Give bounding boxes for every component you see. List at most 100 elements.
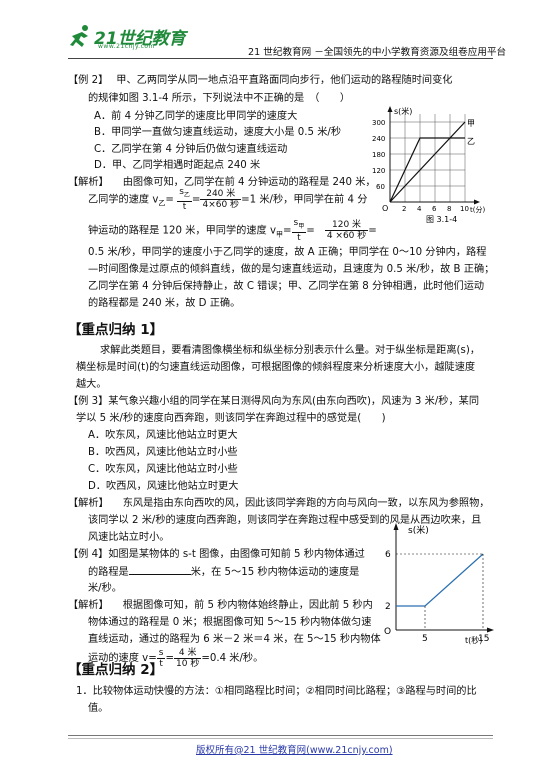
ex3-option-b: B．吹西风，风速比他站立时小些 <box>88 447 238 458</box>
footer-rule <box>68 735 493 736</box>
ex4-label: 【例 4】 <box>68 549 109 560</box>
ex3-a2: 该同学以 2 米/秒的速度向西奔跑，则该同学在奔跑过程中感受到的风是从西边吹来，… <box>88 515 482 526</box>
fig1-ytick-120: 120 <box>372 167 385 175</box>
fig1-xtick-8: 8 <box>447 205 451 213</box>
ex3-option-d: D．吹西风，风速比他站立时更大 <box>88 481 239 492</box>
fig1-label-yi: 乙 <box>467 137 475 146</box>
fig1-xtick-10: 10 <box>460 205 469 213</box>
ex2-f3d: t <box>297 232 301 243</box>
sec1-p2: 横坐标是时间(t)的匀速直线运动图像，可根据图像的倾斜程度来分析速度大小，越陡速… <box>76 362 476 373</box>
ex4-stem1: 如图是某物体的 s-t 图像，由图像可知前 5 秒内物体通过 <box>108 549 365 560</box>
fig1-xtick-2: 2 <box>402 205 406 213</box>
ex2-stem1: 甲、乙两同学从同一地点沿平直路面同向步行，他们运动的路程随时间变化 <box>116 75 453 86</box>
ex2-a2-sub: 乙 <box>158 199 166 208</box>
ex4-a2: 物体通过的路程是 0 米；根据图像可知 5～15 秒内物体做匀速 <box>88 617 372 628</box>
logo-text: 21世纪教育 <box>94 29 186 49</box>
fig2-origin: O <box>384 627 391 637</box>
ex2-option-a: A．前 4 分钟乙同学的速度比甲同学的速度大 <box>94 111 298 122</box>
footer-rule-2 <box>68 738 493 739</box>
ex4-f1d: t <box>159 658 163 669</box>
fig2-y-arrow-icon <box>393 523 399 530</box>
ex2-analysis-label: 【解析】 <box>68 177 109 188</box>
sec2-title: 【重点归纳 2】 <box>68 662 164 678</box>
ex4-f1n: s <box>156 647 166 659</box>
fig2-x-arrow-icon <box>487 627 494 633</box>
ex2-a3-pre: 钟运动的路程是 120 米，甲同学的速度 v <box>88 225 276 237</box>
sec1-p3: 越大。 <box>76 379 107 390</box>
ex4-stem2-pre: 的路程是 <box>88 567 129 578</box>
ex4-f2d: 10 秒 <box>176 658 200 669</box>
fig1-origin: O <box>382 204 388 213</box>
footer-copyright-link[interactable]: 版权所有@21 世纪教育网(www.21cnjy.com) <box>196 745 393 756</box>
ex2-analysis-line1: 【解析】 由图像可知，乙同学在前 4 分钟运动的路程是 240 米， <box>68 175 376 191</box>
fig1-xlabel: t(分) <box>470 205 485 214</box>
ex2-f2n: 240 米 <box>200 189 242 200</box>
ex2-option-b: B．甲同学一直做匀速直线运动，速度大小是 0.5 米/秒 <box>94 127 342 138</box>
fig2-ytick-2: 2 <box>385 602 391 612</box>
ex4-frac2: 4 米 10 秒 <box>174 648 202 669</box>
ex4-analysis-line1: 【解析】 根据图像可知，前 5 秒内物体始终静止，因此前 5 秒内 <box>68 598 373 614</box>
sec1-p1: 求解此类题目，要看清图像横坐标和纵坐标分别表示什么量。对于纵坐标是距离(s)， <box>100 345 481 356</box>
ex3-option-a: A．吹东风，风速比他站立时更大 <box>88 430 238 441</box>
ex2-f1n: s <box>179 187 184 197</box>
ex4-a4-post: =0.4 米/秒。 <box>201 653 264 664</box>
fig1-ylabel: s(米) <box>394 106 412 116</box>
ex3-analysis-line1: 【解析】 东风是指由东向西吹的风，因此该同学奔跑的方向与风向一致，以东风为参照物， <box>68 496 490 512</box>
ex3-analysis-label: 【解析】 <box>68 498 109 509</box>
ex3-stem1: 某气象兴趣小组的同学在某日测得风向为东风(由东向西吹)，风速为 3 米/秒，某同 <box>108 396 480 407</box>
ex2-option-d: D．甲、乙同学相遇时距起点 240 米 <box>94 160 261 171</box>
ex2-f1d: t <box>182 201 187 212</box>
ex3-a3: 风速比站立时小。 <box>88 532 170 543</box>
fig1-ytick-300: 300 <box>372 119 385 127</box>
ex2-a2-post: =1 米/秒，甲同学在前 4 分 <box>241 194 368 206</box>
fig1-grid <box>390 114 466 202</box>
ex4-analysis-line4: 运动的速度 v= s t = 4 米 10 秒 =0.4 米/秒。 <box>88 647 264 669</box>
fig2-xtick-15: 15 <box>478 634 489 644</box>
ex4-stem3: 米/秒。 <box>88 583 122 594</box>
figure-3-1-4: s(米) 300 240 180 120 60 O 2 4 6 8 10 t(分… <box>372 106 485 224</box>
sec2-p1: 1．比较物体运动快慢的方法：①相同路程比时间；②相同时间比路程；③路程与时间的比 <box>76 686 477 697</box>
fig2-ytick-6: 6 <box>385 550 391 560</box>
ex4-f2n: 4 米 <box>174 648 202 659</box>
fig1-y-arrow-icon <box>387 106 393 112</box>
ex2-f3n: s <box>293 218 299 228</box>
ex2-a4: 0.5 米/秒，甲同学的速度小于乙同学的速度，故 A 正确；甲同学在 0～10 … <box>88 247 487 258</box>
fig1-xtick-4: 4 <box>417 205 422 213</box>
fig1-ytick-60: 60 <box>376 183 385 191</box>
fig1-ytick-240: 240 <box>372 135 385 143</box>
fig1-x-arrow-icon <box>474 199 480 205</box>
fig1-line-yi <box>389 137 465 203</box>
ex3-option-c: C．吹东风，风速比他站立时小些 <box>88 464 238 475</box>
logo-subtext: www.21cnjy.com <box>98 43 155 50</box>
ex4-a4-pre: 运动的速度 v= <box>88 653 157 664</box>
runner-logo-icon <box>70 25 88 47</box>
fig1-xtick-6: 6 <box>432 205 437 213</box>
ex2-a2-pre: 乙同学的速度 v <box>88 194 159 206</box>
ex2-a1: 由图像可知，乙同学在前 4 分钟运动的路程是 240 米， <box>122 177 376 188</box>
ex4-a3: 直线运动，通过的路程为 6 米－2 米＝4 米，在 5～15 秒内物体 <box>88 634 381 645</box>
fig2-data-line <box>396 553 484 607</box>
ex2-stem2: 的规律如图 3.1-4 所示，下列说法中不正确的是 （ ） <box>88 93 351 104</box>
ex2-a3-sub: 甲 <box>276 230 283 239</box>
ex2-a5: —时间图像是过原点的倾斜直线，做的是匀速直线运动，且速度为 0.5 米/秒，故 … <box>88 264 495 275</box>
fig1-caption: 图 3.1-4 <box>426 215 457 224</box>
ex4-stem2-post: 米，在 5～15 秒内物体运动的速度是 <box>190 567 360 578</box>
figure-s-t-graph: s(米) 6 2 O 5 15 t(秒) <box>384 523 494 645</box>
fig2-xlabel: t(秒) <box>465 635 482 645</box>
ex2-f4d: 4 ×60 秒 <box>326 230 367 241</box>
fig1-label-jia: 甲 <box>467 119 475 128</box>
ex4-stem-line1: 【例 4】如图是某物体的 s-t 图像，由图像可知前 5 秒内物体通过 <box>68 547 365 563</box>
ex2-frac3: s甲 t <box>291 218 307 243</box>
ex4-answer-blank <box>128 564 191 575</box>
ex4-stem-line2: 的路程是 米，在 5～15 秒内物体运动的速度是 <box>88 564 359 581</box>
fig1-ytick-180: 180 <box>372 151 385 159</box>
sec1-title: 【重点归纳 1】 <box>68 322 164 338</box>
ex2-f1n-sub: 乙 <box>183 191 190 199</box>
ex2-stem-line1: 【例 2】 甲、乙两同学从同一地点沿平直路面同向步行，他们运动的路程随时间变化 <box>68 73 452 89</box>
ex3-label: 【例 3】 <box>68 396 109 407</box>
ex2-a2-eq: = <box>165 194 174 206</box>
ex2-option-c: C．乙同学在第 4 分钟后仍做匀速直线运动 <box>94 144 288 155</box>
